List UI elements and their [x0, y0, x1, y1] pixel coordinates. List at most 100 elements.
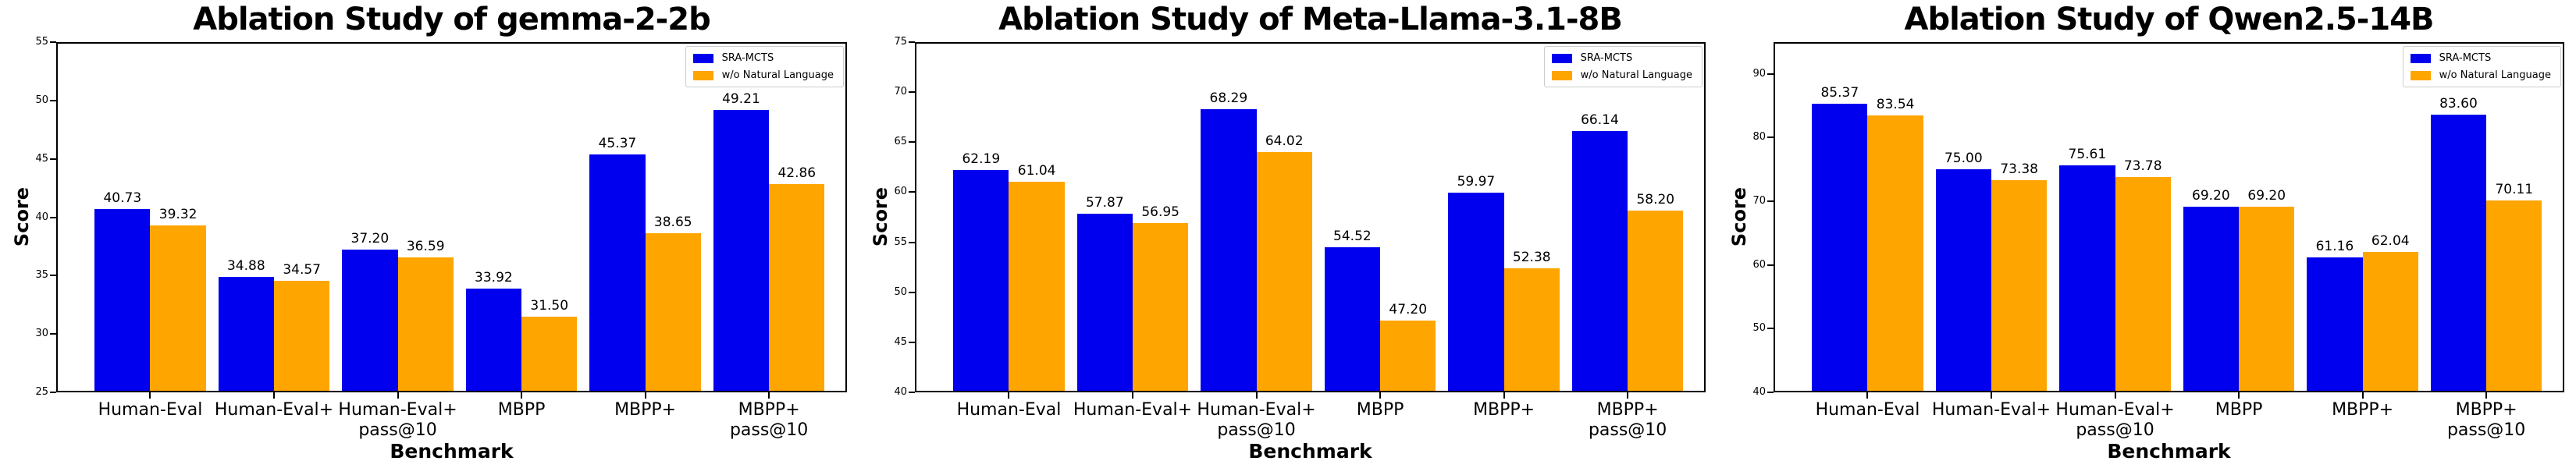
y-tick-mark — [1767, 136, 1774, 139]
chart-title: Ablation Study of Meta-Llama-3.1-8B — [998, 2, 1623, 37]
x-tick-mark — [644, 392, 646, 399]
y-tick-mark — [1767, 73, 1774, 75]
y-tick-label: 70 — [894, 86, 907, 98]
subplot-meta-llama-3-1-8b: Ablation Study of Meta-Llama-3.1-8B Scor… — [859, 0, 1717, 468]
y-tick-mark — [909, 392, 915, 393]
y-tick-mark — [50, 99, 56, 101]
legend-item: w/o Natural Language — [1551, 69, 1692, 81]
bar-value-label: 62.04 — [2371, 233, 2410, 250]
y-tick-label: 40 — [35, 211, 48, 223]
bar-value-label: 75.00 — [1944, 151, 1983, 167]
plot-area: 40 45 50 55 60 65 70 75 Human-Eval Human-Eval+ Hum… — [894, 36, 1706, 440]
bar-value-label: 39.32 — [158, 206, 197, 222]
bar — [342, 250, 398, 392]
subplot-gemma-2-2b: Ablation Study of gemma-2-2b Score 25 30 3… — [0, 0, 859, 468]
bar — [274, 280, 330, 392]
bar-value-label: 37.20 — [350, 231, 390, 247]
legend: SRA-MCTS w/o Natural Language — [1543, 46, 1703, 87]
x-tick-label: MBPP+ pass@10 — [1588, 400, 1667, 440]
legend-swatch — [1551, 70, 1572, 80]
legend-swatch — [2410, 53, 2431, 63]
bar — [1503, 268, 1560, 392]
chart-title: Ablation Study of gemma-2-2b — [193, 2, 710, 37]
y-tick-label: 80 — [1752, 131, 1766, 144]
legend-label: SRA-MCTS — [721, 52, 774, 64]
y-tick-mark — [50, 333, 56, 335]
bar — [2362, 252, 2418, 392]
bar-value-label: 61.16 — [2315, 239, 2354, 255]
legend-item: w/o Natural Language — [692, 69, 834, 81]
y-tick-mark — [909, 291, 915, 293]
bar — [94, 208, 151, 392]
bar — [769, 183, 825, 392]
bar — [1009, 182, 1065, 392]
bar — [2239, 206, 2295, 392]
bar-value-label: 42.86 — [777, 165, 817, 181]
x-tick-label: Human-Eval — [1815, 400, 1920, 420]
bar-value-label: 47.20 — [1389, 301, 1428, 317]
y-tick-mark — [909, 91, 915, 94]
bar-value-label: 34.88 — [226, 258, 265, 275]
y-tick-label: 75 — [894, 36, 907, 48]
x-tick-label: MBPP+ — [614, 400, 677, 420]
bar-value-label: 83.54 — [1876, 96, 1915, 112]
chart-title: Ablation Study of Qwen2.5-14B — [1904, 2, 2434, 37]
bar — [1324, 246, 1381, 392]
x-tick-label: MBPP — [2215, 400, 2263, 420]
y-tick-mark — [909, 191, 915, 193]
bar — [953, 170, 1009, 392]
legend-swatch — [1551, 53, 1572, 63]
y-tick-label: 45 — [35, 152, 48, 165]
x-tick-label: MBPP+ — [1473, 400, 1535, 420]
bar-value-label: 54.52 — [1333, 228, 1372, 244]
x-tick-mark — [521, 392, 523, 399]
x-tick-label: Human-Eval+ pass@10 — [338, 400, 457, 440]
bar-value-label: 64.02 — [1265, 133, 1304, 149]
bar-value-label: 49.21 — [722, 90, 760, 107]
x-tick-mark — [1627, 392, 1629, 399]
x-tick-mark — [1866, 392, 1869, 399]
x-axis-label: Benchmark — [1248, 440, 1372, 463]
bar — [1812, 103, 1868, 392]
y-tick-mark — [1767, 392, 1774, 393]
y-tick-label: 50 — [894, 285, 907, 298]
y-tick-label: 65 — [894, 136, 907, 148]
y-tick-label: 45 — [894, 335, 907, 348]
y-tick-mark — [1767, 200, 1774, 203]
x-tick-label: MBPP+ pass@10 — [2446, 400, 2526, 440]
x-tick-label: Human-Eval+ — [1073, 400, 1193, 420]
bar-value-label: 59.97 — [1457, 173, 1496, 190]
y-tick-mark — [50, 158, 56, 160]
bar-value-label: 66.14 — [1581, 112, 1619, 128]
x-tick-mark — [1132, 392, 1133, 399]
x-tick-label: Human-Eval+ pass@10 — [2055, 400, 2175, 440]
bar — [1628, 210, 1684, 392]
x-tick-label: MBPP — [497, 400, 546, 420]
bar-value-label: 40.73 — [103, 190, 142, 206]
x-axis-label: Benchmark — [2107, 440, 2231, 463]
bar-value-label: 73.38 — [2000, 161, 2038, 177]
x-tick-mark — [2361, 392, 2364, 399]
bar-value-label: 85.37 — [1820, 84, 1859, 101]
bar-value-label: 31.50 — [530, 297, 569, 314]
x-tick-mark — [1008, 392, 1010, 399]
y-tick-mark — [50, 275, 56, 277]
x-tick-label: MBPP — [1356, 400, 1404, 420]
bar-value-label: 36.59 — [406, 238, 445, 254]
x-tick-mark — [1379, 392, 1382, 399]
bar — [2307, 257, 2363, 392]
x-tick-label: Human-Eval+ — [1931, 400, 2051, 420]
legend-swatch — [692, 70, 713, 80]
y-tick-label: 70 — [1752, 195, 1766, 207]
bar-value-label: 69.20 — [2247, 187, 2286, 204]
bar-value-label: 73.78 — [2123, 158, 2162, 175]
y-tick-label: 50 — [1752, 322, 1766, 335]
bar-value-label: 61.04 — [1017, 163, 1056, 179]
bar — [1867, 115, 1923, 392]
bar — [1571, 130, 1628, 392]
bar-value-label: 33.92 — [475, 269, 513, 285]
x-axis-label: Benchmark — [390, 440, 514, 463]
y-tick-label: 90 — [1752, 67, 1766, 80]
y-tick-label: 60 — [1752, 258, 1766, 271]
